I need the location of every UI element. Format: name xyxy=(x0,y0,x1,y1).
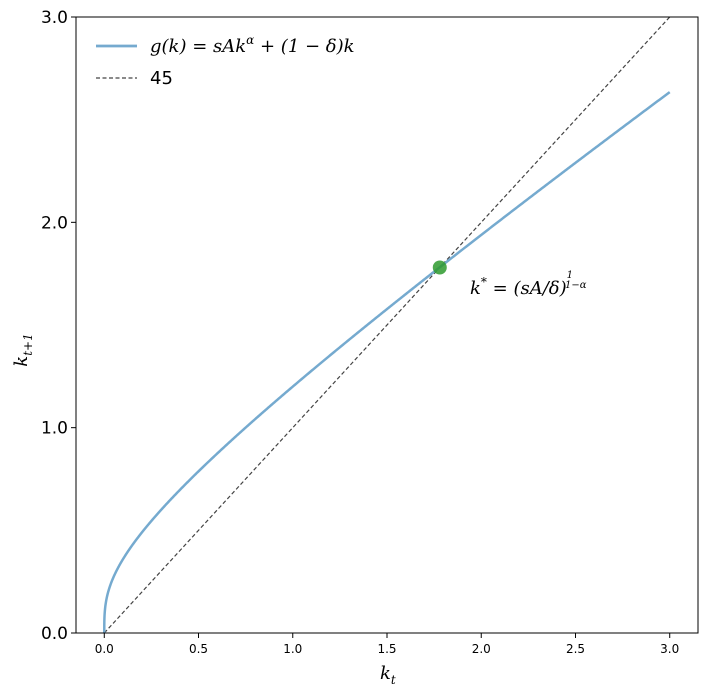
legend: g(k) = sAkα + (1 − δ)k 45 xyxy=(96,33,355,89)
series-g-line xyxy=(103,91,671,634)
steady-state-annotation: k* = (sA/δ)1 1−α xyxy=(470,270,587,299)
plot-area xyxy=(103,16,671,634)
x-tick-label: 3.0 xyxy=(660,642,679,656)
y-axis-label: kt+1 xyxy=(11,333,35,366)
y-axis: 0.0 1.0 2.0 3.0 xyxy=(41,8,76,644)
y-tick-label: 1.0 xyxy=(41,419,68,439)
x-tick-label: 0.0 xyxy=(95,642,114,656)
legend-label-45: 45 xyxy=(150,68,173,89)
series-45-line xyxy=(103,16,671,634)
legend-label-g: g(k) = sAkα + (1 − δ)k xyxy=(150,33,355,57)
y-tick-label: 0.0 xyxy=(41,624,68,644)
x-tick-label: 0.5 xyxy=(189,642,208,656)
x-axis-label: kt xyxy=(380,663,396,687)
x-tick-label: 1.5 xyxy=(377,642,396,656)
x-tick-label: 2.5 xyxy=(566,642,585,656)
x-tick-label: 2.0 xyxy=(472,642,491,656)
steady-state-point xyxy=(432,260,447,275)
x-axis: 0.0 0.5 1.0 1.5 2.0 2.5 3.0 xyxy=(95,633,679,656)
y-tick-label: 2.0 xyxy=(41,213,68,233)
y-tick-label: 3.0 xyxy=(41,8,68,28)
x-tick-label: 1.0 xyxy=(283,642,302,656)
